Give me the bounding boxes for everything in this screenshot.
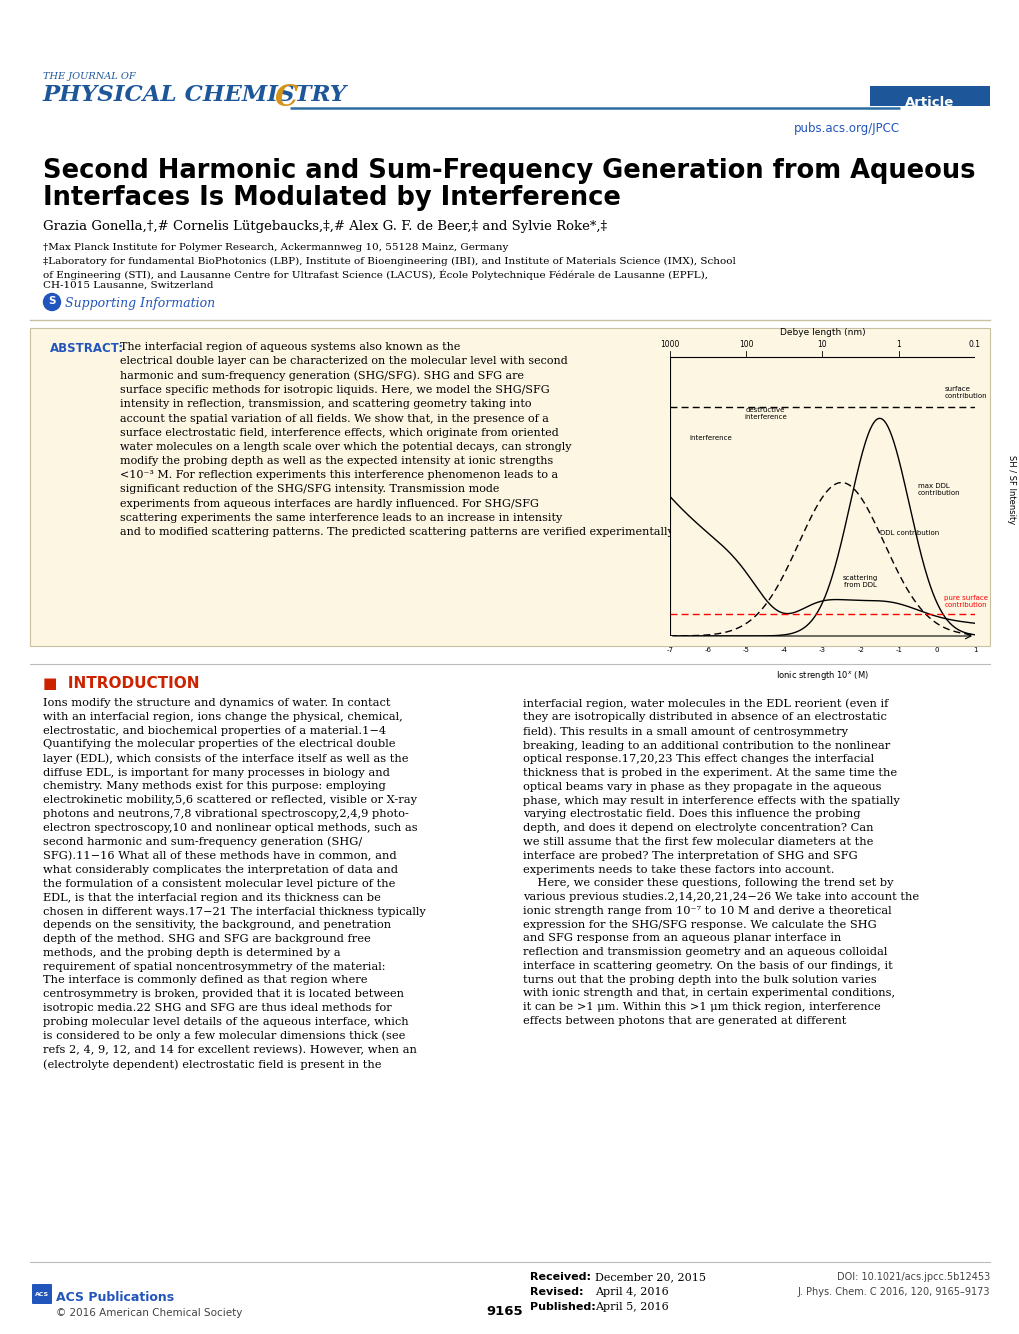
Text: 1: 1 <box>972 647 976 654</box>
Text: scattering
from DDL: scattering from DDL <box>842 575 877 587</box>
Text: Revised:: Revised: <box>530 1287 583 1297</box>
Text: -6: -6 <box>704 647 711 654</box>
Text: of Engineering (STI), and Lausanne Centre for Ultrafast Science (LACUS), École P: of Engineering (STI), and Lausanne Centr… <box>43 269 707 280</box>
Text: Ionic strength 10$^x$ (M): Ionic strength 10$^x$ (M) <box>775 670 868 683</box>
Text: pure surface
contribution: pure surface contribution <box>944 595 987 608</box>
Text: The interfacial region of aqueous systems also known as the
electrical double la: The interfacial region of aqueous system… <box>120 342 676 536</box>
Text: © 2016 American Chemical Society: © 2016 American Chemical Society <box>56 1309 243 1318</box>
Text: ABSTRACT:: ABSTRACT: <box>50 342 124 355</box>
Text: interference: interference <box>689 435 731 442</box>
Text: April 5, 2016: April 5, 2016 <box>594 1302 668 1313</box>
Text: ACS Publications: ACS Publications <box>56 1291 174 1305</box>
Text: 1: 1 <box>896 340 900 348</box>
Text: 0.1: 0.1 <box>968 340 980 348</box>
Text: -1: -1 <box>895 647 902 654</box>
Text: ■  INTRODUCTION: ■ INTRODUCTION <box>43 676 200 691</box>
Text: PHYSICAL CHEMISTRY: PHYSICAL CHEMISTRY <box>43 84 346 105</box>
FancyBboxPatch shape <box>30 328 989 646</box>
Text: J. Phys. Chem. C 2016, 120, 9165–9173: J. Phys. Chem. C 2016, 120, 9165–9173 <box>797 1287 989 1297</box>
Text: Published:: Published: <box>530 1302 595 1313</box>
Text: Interfaces Is Modulated by Interference: Interfaces Is Modulated by Interference <box>43 185 621 211</box>
Text: DDL contribution: DDL contribution <box>878 530 938 536</box>
Text: Debye length (nm): Debye length (nm) <box>779 328 864 338</box>
Text: SH / SF Intensity: SH / SF Intensity <box>1006 455 1015 524</box>
Text: Grazia Gonella,†,# Cornelis Lütgebaucks,‡,# Alex G. F. de Beer,‡ and Sylvie Roke: Grazia Gonella,†,# Cornelis Lütgebaucks,… <box>43 220 606 233</box>
Text: ACS: ACS <box>35 1291 49 1297</box>
Text: Ions modify the structure and dynamics of water. In contact
with an interfacial : Ions modify the structure and dynamics o… <box>43 698 425 1070</box>
Text: 100: 100 <box>739 340 753 348</box>
Text: surface
contribution: surface contribution <box>944 386 986 399</box>
Text: C: C <box>275 83 298 112</box>
Text: pubs.acs.org/JPCC: pubs.acs.org/JPCC <box>793 121 899 135</box>
Circle shape <box>44 293 60 311</box>
Text: S: S <box>48 296 56 305</box>
Text: Received:: Received: <box>530 1273 590 1282</box>
Text: ‡Laboratory for fundamental BioPhotonics (LBP), Institute of Bioengineering (IBI: ‡Laboratory for fundamental BioPhotonics… <box>43 257 735 265</box>
Text: destructive
interference: destructive interference <box>743 407 786 420</box>
Text: December 20, 2015: December 20, 2015 <box>594 1273 705 1282</box>
Text: -7: -7 <box>665 647 673 654</box>
Text: -3: -3 <box>818 647 825 654</box>
Text: THE JOURNAL OF: THE JOURNAL OF <box>43 72 136 81</box>
Text: †Max Planck Institute for Polymer Research, Ackermannweg 10, 55128 Mainz, German: †Max Planck Institute for Polymer Resear… <box>43 243 507 252</box>
Text: 10: 10 <box>817 340 826 348</box>
Text: 1000: 1000 <box>659 340 679 348</box>
Text: max DDL
contribution: max DDL contribution <box>917 483 960 495</box>
Text: -4: -4 <box>781 647 787 654</box>
Text: CH-1015 Lausanne, Switzerland: CH-1015 Lausanne, Switzerland <box>43 281 213 289</box>
Text: April 4, 2016: April 4, 2016 <box>594 1287 668 1297</box>
Text: Second Harmonic and Sum-Frequency Generation from Aqueous: Second Harmonic and Sum-Frequency Genera… <box>43 157 974 184</box>
Text: -5: -5 <box>742 647 749 654</box>
Text: 9165: 9165 <box>486 1305 523 1318</box>
Text: Article: Article <box>905 96 954 109</box>
Text: 0: 0 <box>933 647 938 654</box>
Text: interfacial region, water molecules in the EDL reorient (even if
they are isotro: interfacial region, water molecules in t… <box>523 698 918 1026</box>
Text: Supporting Information: Supporting Information <box>65 297 215 309</box>
FancyBboxPatch shape <box>32 1285 52 1305</box>
Text: -2: -2 <box>856 647 863 654</box>
FancyBboxPatch shape <box>869 85 989 105</box>
Text: DOI: 10.1021/acs.jpcc.5b12453: DOI: 10.1021/acs.jpcc.5b12453 <box>836 1273 989 1282</box>
